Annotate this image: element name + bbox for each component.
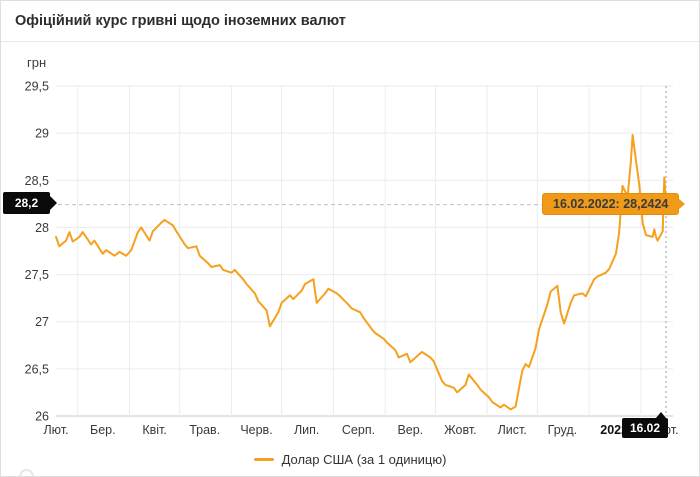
x-tick-label: Вер. — [397, 423, 423, 437]
x-value-badge: 16.02 — [622, 412, 668, 438]
widget-header: Офіційний курс гривні щодо іноземних вал… — [1, 1, 699, 42]
crosshair-tooltip: 16.02.2022: 28,2424 — [542, 193, 686, 215]
x-tick-label: Черв. — [240, 423, 272, 437]
legend-line-swatch-icon — [253, 457, 274, 461]
y-tick-label: 26 — [35, 410, 49, 424]
tooltip-arrow-icon — [678, 198, 686, 210]
x-tick-label: Трав. — [189, 423, 220, 437]
usd-rate-line[interactable] — [55, 134, 667, 411]
chart-legend: Долар США (за 1 одиницю) — [1, 449, 699, 469]
x-tick-label: Лист. — [498, 423, 527, 437]
y-tick-label: 29,5 — [25, 80, 49, 94]
badge-arrow-right-icon — [50, 196, 57, 210]
x-tick-label: Квіт. — [142, 423, 167, 437]
x-tick-label: 2022 — [600, 423, 628, 437]
page-title: Офіційний курс гривні щодо іноземних вал… — [15, 13, 346, 29]
y-tick-label: 26,5 — [25, 362, 49, 376]
x-tick-label: Жовт. — [444, 423, 477, 437]
y-axis-unit-label: грн — [27, 55, 47, 70]
x-tick-label: Лип. — [294, 423, 319, 437]
x-value-badge-label: 16.02 — [629, 421, 661, 435]
x-tick-label: Лют. — [43, 423, 68, 437]
y-tick-label: 28 — [35, 221, 49, 235]
x-tick-label: Серп. — [342, 423, 375, 437]
badge-arrow-up-icon — [656, 412, 666, 418]
legend-label: Долар США (за 1 одиницю) — [281, 451, 447, 467]
y-tick-label: 28,5 — [25, 174, 49, 188]
watermark-logo — [19, 469, 34, 476]
y-value-badge: 28,2 — [3, 192, 57, 214]
y-tick-label: 27,5 — [25, 268, 49, 282]
x-tick-label: Бер. — [90, 423, 116, 437]
x-tick-label: Груд. — [548, 423, 577, 437]
y-tick-label: 27 — [35, 315, 49, 329]
y-value-badge-label: 28,2 — [14, 196, 39, 210]
legend-item-usd[interactable]: Долар США (за 1 одиницю) — [253, 451, 447, 467]
y-tick-label: 29 — [35, 127, 49, 141]
tooltip-label: 16.02.2022: 28,2424 — [553, 197, 669, 211]
